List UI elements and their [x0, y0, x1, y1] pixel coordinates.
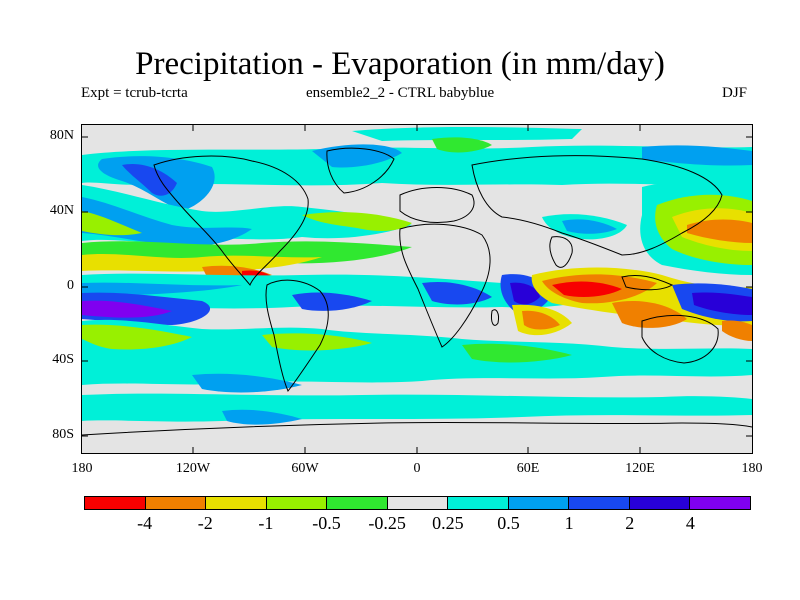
map-panel	[81, 124, 753, 454]
antarctica	[82, 421, 752, 436]
lat-label-80s: 80S	[52, 427, 74, 442]
coastlines	[82, 147, 752, 436]
colorbar-swatch	[569, 497, 630, 509]
indo-pacific-dipole	[512, 267, 752, 341]
madagascar	[491, 309, 499, 326]
colorbar-swatch	[85, 497, 146, 509]
tropical-bands	[82, 241, 602, 325]
north-midlatitude	[82, 181, 752, 275]
colorbar-swatch	[690, 497, 751, 509]
ensemble-label: ensemble2_2 - CTRL babyblue	[306, 85, 495, 101]
colorbar-label: 1	[564, 513, 574, 533]
lon-label-180e: 180	[741, 461, 763, 476]
colorbar-label: 0.25	[432, 513, 464, 533]
colorbar-swatch	[206, 497, 267, 509]
colorbar-label: 4	[685, 513, 695, 533]
experiment-label: Expt = tcrub-tcrta	[81, 85, 188, 101]
lon-label-60w: 60W	[291, 461, 319, 476]
chart-title: Precipitation - Evaporation (in mm/day)	[135, 46, 665, 82]
colorbar	[84, 496, 751, 510]
lon-label-180w: 180	[71, 461, 93, 476]
lon-ticks	[192, 125, 641, 453]
lon-label-0: 0	[413, 461, 421, 476]
colorbar-swatch	[508, 497, 570, 509]
south-america	[265, 279, 329, 392]
lat-ticks	[82, 136, 752, 437]
india	[549, 236, 573, 268]
north-america	[153, 155, 309, 286]
colorbar-label: -0.5	[312, 513, 341, 533]
colorbar-swatch	[327, 497, 388, 509]
precip-evap-map	[82, 125, 752, 453]
africa	[399, 223, 491, 348]
maritime-continent	[621, 274, 674, 291]
asia	[471, 155, 723, 256]
southern-midlatitude	[82, 319, 752, 425]
colorbar-label: -2	[197, 513, 213, 533]
lon-label-120e: 120E	[625, 461, 655, 476]
australia	[641, 314, 719, 364]
colorbar-swatch	[387, 497, 449, 509]
colorbar-swatch	[145, 497, 207, 509]
season-label: DJF	[722, 85, 748, 101]
lat-label-40n: 40N	[49, 203, 74, 218]
europe	[399, 187, 475, 224]
lat-label-80n: 80N	[49, 128, 74, 143]
colorbar-label: -4	[137, 513, 153, 533]
colorbar-label: 0.5	[497, 513, 520, 533]
greenland	[326, 147, 395, 194]
colorbar-swatch	[448, 497, 509, 509]
lon-label-120w: 120W	[175, 461, 211, 476]
colorbar-label: 2	[625, 513, 635, 533]
colorbar-label: -0.25	[368, 513, 406, 533]
lat-label-40s: 40S	[52, 352, 74, 367]
colorbar-label: -1	[258, 513, 274, 533]
colorbar-swatch	[266, 497, 328, 509]
lon-label-60e: 60E	[516, 461, 540, 476]
colorbar-swatch	[629, 497, 691, 509]
lat-label-0: 0	[67, 278, 74, 293]
